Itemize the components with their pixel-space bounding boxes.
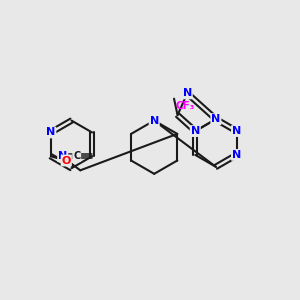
Text: N: N <box>58 151 67 161</box>
Text: N: N <box>183 88 192 98</box>
Text: N: N <box>190 126 200 136</box>
Text: C: C <box>73 151 80 161</box>
Text: N: N <box>46 128 56 137</box>
Text: N: N <box>232 126 241 136</box>
Text: N: N <box>150 116 159 126</box>
Text: O: O <box>61 155 71 166</box>
Text: CF₃: CF₃ <box>176 101 195 112</box>
Text: N: N <box>232 150 241 160</box>
Text: N: N <box>211 114 220 124</box>
